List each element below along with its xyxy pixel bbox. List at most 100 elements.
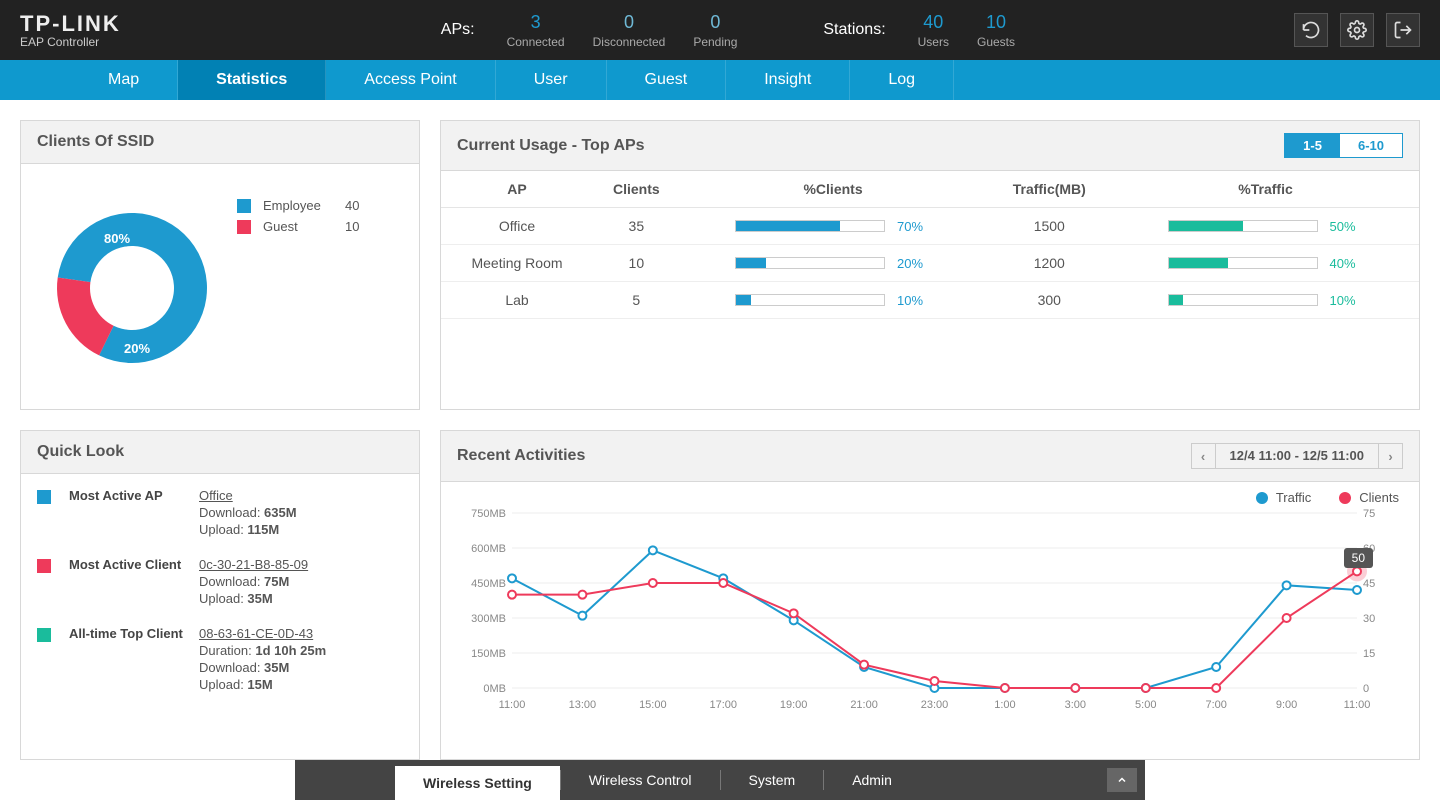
legend-traffic: Traffic (1276, 490, 1311, 505)
stations-label: Stations: (823, 21, 885, 39)
quicklook-item: All-time Top Client 08-63-61-CE-0D-43Dur… (37, 626, 403, 694)
brand-sub: EAP Controller (20, 35, 121, 49)
range-1-5[interactable]: 1-5 (1285, 134, 1340, 157)
panel-title-quicklook: Quick Look (21, 431, 419, 474)
bottom-expand-icon[interactable] (1107, 768, 1137, 792)
svg-text:15: 15 (1363, 648, 1375, 660)
top-aps-table: APClients%ClientsTraffic(MB)%Traffic Off… (441, 171, 1419, 359)
stations-guests[interactable]: 10 Guests (977, 12, 1015, 49)
quicklook-item: Most Active AP OfficeDownload: 635MUploa… (37, 488, 403, 539)
svg-text:7:00: 7:00 (1205, 699, 1226, 711)
svg-text:1:00: 1:00 (994, 699, 1015, 711)
nav-tab-access-point[interactable]: Access Point (326, 60, 495, 100)
range-next-icon[interactable]: › (1378, 444, 1402, 468)
bottom-tab-system[interactable]: System (721, 760, 824, 800)
svg-text:600MB: 600MB (471, 543, 506, 555)
recent-range-text: 12/4 11:00 - 12/5 11:00 (1216, 444, 1378, 468)
svg-text:750MB: 750MB (471, 508, 506, 520)
svg-text:300MB: 300MB (471, 613, 506, 625)
topbar-actions (1294, 13, 1420, 47)
top-header: TP-LINK EAP Controller APs: 3 Connected … (0, 0, 1440, 60)
svg-text:80%: 80% (104, 231, 130, 246)
refresh-icon[interactable] (1294, 13, 1328, 47)
svg-text:45: 45 (1363, 578, 1375, 590)
panel-title-ssid: Clients Of SSID (21, 121, 419, 164)
svg-text:11:00: 11:00 (499, 699, 526, 711)
nav-tab-insight[interactable]: Insight (726, 60, 850, 100)
quicklook-item: Most Active Client 0c-30-21-B8-85-09Down… (37, 557, 403, 608)
recent-range-control: ‹ 12/4 11:00 - 12/5 11:00 › (1191, 443, 1403, 469)
ssid-legend-item: Guest10 (237, 219, 359, 234)
brand-logo: TP-LINK EAP Controller (20, 11, 121, 49)
ssid-donut-chart: 80%20% (37, 188, 227, 378)
svg-text:75: 75 (1363, 508, 1375, 520)
aps-connected[interactable]: 3 Connected (507, 12, 565, 49)
table-row: Lab 5 10% 300 10% (441, 282, 1419, 319)
bottom-tab-wireless-control[interactable]: Wireless Control (561, 760, 720, 800)
legend-clients: Clients (1359, 490, 1399, 505)
svg-text:0: 0 (1363, 683, 1369, 695)
ssid-legend-item: Employee40 (237, 198, 359, 213)
svg-text:21:00: 21:00 (850, 699, 878, 711)
panel-clients-ssid: Clients Of SSID 80%20% Employee40 Guest10 (20, 120, 420, 410)
svg-text:11:00: 11:00 (1344, 699, 1371, 711)
quicklook-color-swatch (37, 628, 51, 642)
table-row: Meeting Room 10 20% 1200 40% (441, 245, 1419, 282)
main-content: Clients Of SSID 80%20% Employee40 Guest10… (0, 100, 1440, 760)
svg-text:19:00: 19:00 (780, 699, 808, 711)
svg-text:3:00: 3:00 (1065, 699, 1086, 711)
svg-text:17:00: 17:00 (709, 699, 737, 711)
range-6-10[interactable]: 6-10 (1340, 134, 1402, 157)
svg-text:5:00: 5:00 (1135, 699, 1156, 711)
chart-tooltip: 50 (1344, 548, 1373, 568)
logout-icon[interactable] (1386, 13, 1420, 47)
panel-recent-activities: Recent Activities ‹ 12/4 11:00 - 12/5 11… (440, 430, 1420, 760)
quicklook-label: Most Active AP (69, 488, 199, 539)
col-header: %Clients (680, 171, 987, 208)
panel-top-aps: Current Usage - Top APs 1-5 6-10 APClien… (440, 120, 1420, 410)
bottom-tab-admin[interactable]: Admin (824, 760, 920, 800)
svg-text:0MB: 0MB (483, 683, 506, 695)
panel-title-recent: Recent Activities (457, 447, 585, 465)
main-nav: MapStatisticsAccess PointUserGuestInsigh… (0, 60, 1440, 100)
quicklook-color-swatch (37, 559, 51, 573)
quicklook-link[interactable]: Office (199, 488, 297, 503)
nav-tab-guest[interactable]: Guest (607, 60, 727, 100)
aps-disconnected[interactable]: 0 Disconnected (593, 12, 666, 49)
nav-tab-user[interactable]: User (496, 60, 607, 100)
aps-pending[interactable]: 0 Pending (693, 12, 737, 49)
panel-quick-look: Quick Look Most Active AP OfficeDownload… (20, 430, 420, 760)
header-aps-block: APs: 3 Connected 0 Disconnected 0 Pendin… (441, 12, 1015, 49)
ssid-legend: Employee40 Guest10 (237, 198, 359, 240)
quicklook-label: All-time Top Client (69, 626, 199, 694)
gear-icon[interactable] (1340, 13, 1374, 47)
col-header: Clients (593, 171, 680, 208)
quicklook-color-swatch (37, 490, 51, 504)
svg-text:23:00: 23:00 (921, 699, 949, 711)
col-header: %Traffic (1112, 171, 1419, 208)
nav-tab-log[interactable]: Log (850, 60, 954, 100)
recent-legend: Traffic Clients (1256, 490, 1399, 505)
table-row: Office 35 70% 1500 50% (441, 208, 1419, 245)
nav-tab-map[interactable]: Map (70, 60, 178, 100)
quicklook-link[interactable]: 0c-30-21-B8-85-09 (199, 557, 308, 572)
aps-label: APs: (441, 21, 475, 39)
recent-line-chart: 750MB600MB450MB300MB150MB0MB756045301501… (457, 488, 1397, 718)
quicklook-link[interactable]: 08-63-61-CE-0D-43 (199, 626, 326, 641)
legend-color-swatch (237, 220, 251, 234)
col-header: Traffic(MB) (986, 171, 1112, 208)
svg-text:450MB: 450MB (471, 578, 506, 590)
svg-text:30: 30 (1363, 613, 1375, 625)
bottom-bar: Wireless SettingWireless ControlSystemAd… (295, 760, 1145, 800)
range-toggle: 1-5 6-10 (1284, 133, 1403, 158)
svg-text:13:00: 13:00 (569, 699, 597, 711)
svg-text:15:00: 15:00 (639, 699, 667, 711)
brand-name: TP-LINK (20, 11, 121, 37)
stations-users[interactable]: 40 Users (918, 12, 949, 49)
range-prev-icon[interactable]: ‹ (1192, 444, 1216, 468)
svg-text:9:00: 9:00 (1276, 699, 1297, 711)
nav-tab-statistics[interactable]: Statistics (178, 60, 326, 100)
bottom-tab-wireless-setting[interactable]: Wireless Setting (395, 766, 560, 800)
legend-color-swatch (237, 199, 251, 213)
col-header: AP (441, 171, 593, 208)
